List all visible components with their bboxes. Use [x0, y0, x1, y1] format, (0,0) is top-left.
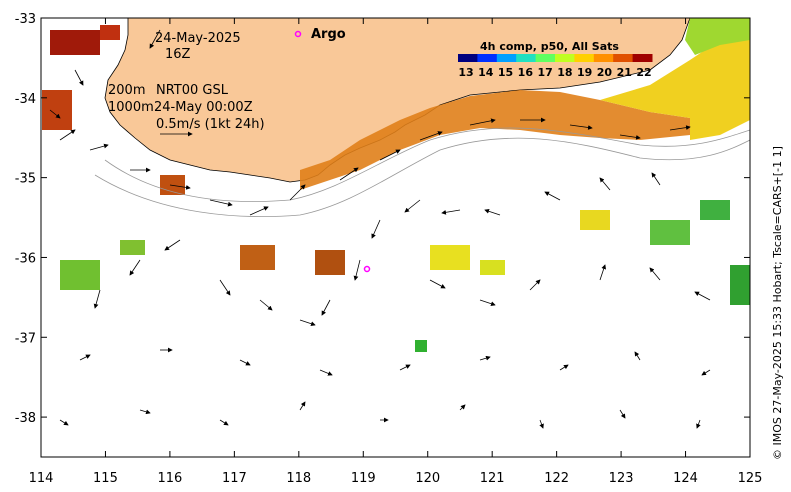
- model-time-label: 24-May 00:00Z: [154, 100, 253, 115]
- sst-east-band: [600, 25, 750, 140]
- sst-coastal-band: [300, 90, 690, 190]
- lon-tick-label: 116: [157, 471, 182, 486]
- colorbar-segment: [477, 54, 498, 62]
- colorbar-segment: [555, 54, 575, 62]
- colorbar-ticks: 13 14 15 16 17 18 19 20 21 22: [458, 66, 651, 79]
- colorbar-tick-label: 15: [498, 66, 513, 79]
- argo-label: Argo: [311, 27, 346, 42]
- lon-tick-label: 114: [29, 471, 54, 486]
- axis-labels: 114 115 116 117 118 119 120 121 122 123 124 125 -33 -…: [15, 12, 763, 486]
- contour-1000m: [94, 137, 750, 217]
- lat-tick-label: -37: [15, 331, 36, 346]
- lat-tick-label: -38: [15, 411, 36, 426]
- arrow-scale-label: 0.5m/s (1kt 24h): [156, 117, 265, 132]
- time-label: 16Z: [165, 47, 191, 62]
- colorbar-tick-label: 19: [577, 66, 592, 79]
- lat-tick-label: -35: [15, 172, 36, 187]
- colorbar-tick-label: 13: [458, 66, 473, 79]
- depth-200-label: 200m: [108, 83, 145, 98]
- colorbar-tick-label: 16: [518, 66, 534, 79]
- colorbar-segment: [632, 54, 653, 62]
- colorbar-tick-label: 18: [557, 66, 572, 79]
- lon-tick-label: 117: [222, 471, 247, 486]
- contour-200m: [104, 127, 750, 202]
- argo-legend-marker: [294, 30, 302, 38]
- lon-tick-label: 121: [480, 471, 505, 486]
- model-label: NRT00 GSL: [156, 83, 229, 98]
- current-vectors: [49, 29, 711, 429]
- colorbar-title: 4h comp, p50, All Sats: [480, 40, 619, 53]
- lon-tick-label: 122: [544, 471, 569, 486]
- lat-tick-label: -34: [15, 92, 36, 107]
- date-label: 24-May-2025: [155, 31, 241, 46]
- sst-northeast-green: [685, 18, 750, 55]
- lon-tick-label: 119: [351, 471, 376, 486]
- colorbar-tick-label: 22: [636, 66, 651, 79]
- colorbar-tick-label: 14: [478, 66, 494, 79]
- plot-frame: [40, 17, 751, 458]
- lat-tick-label: -36: [15, 251, 36, 266]
- axis-ticks: [40, 17, 751, 457]
- colorbar-segment: [593, 54, 614, 62]
- lon-tick-label: 115: [93, 471, 118, 486]
- colorbar-segment: [613, 54, 634, 62]
- sst-patches: [42, 25, 750, 352]
- lon-tick-label: 125: [738, 471, 763, 486]
- lat-tick-label: -33: [15, 12, 36, 27]
- colorbar-tick-label: 20: [597, 66, 613, 79]
- colorbar-tick-label: 17: [537, 66, 552, 79]
- colorbar-segment: [458, 54, 478, 62]
- colorbar-tick-label: 21: [617, 66, 632, 79]
- colorbar-segment: [516, 54, 537, 62]
- depth-1000-label: 1000m: [108, 100, 154, 115]
- colorbar: [458, 54, 653, 62]
- colorbar-segment: [574, 54, 595, 62]
- colorbar-segment: [496, 54, 517, 62]
- lon-tick-label: 124: [673, 471, 698, 486]
- colorbar-segment: [535, 54, 556, 62]
- lon-tick-label: 120: [415, 471, 440, 486]
- credit-text: © IMOS 27-May-2025 15:33 Hobart; Tscale=…: [771, 146, 784, 460]
- lon-tick-label: 118: [286, 471, 311, 486]
- lon-tick-label: 123: [609, 471, 634, 486]
- argo-float-marker: [363, 265, 371, 273]
